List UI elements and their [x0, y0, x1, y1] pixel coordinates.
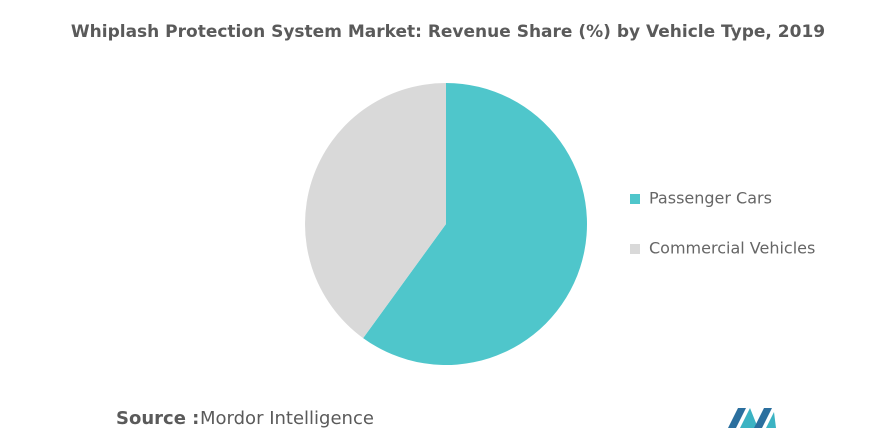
logo: [728, 408, 776, 428]
pie-slice: [305, 83, 446, 339]
chart-title: Whiplash Protection System Market: Reven…: [71, 22, 825, 42]
legend-swatch: [630, 244, 640, 254]
legend-label: Commercial Vehicles: [649, 239, 815, 258]
source-text: Mordor Intelligence: [200, 408, 374, 429]
pie-slice: [363, 83, 587, 365]
legend-label: Passenger Cars: [649, 189, 772, 208]
source-label: Source :: [116, 408, 199, 429]
legend-swatch: [630, 194, 640, 204]
